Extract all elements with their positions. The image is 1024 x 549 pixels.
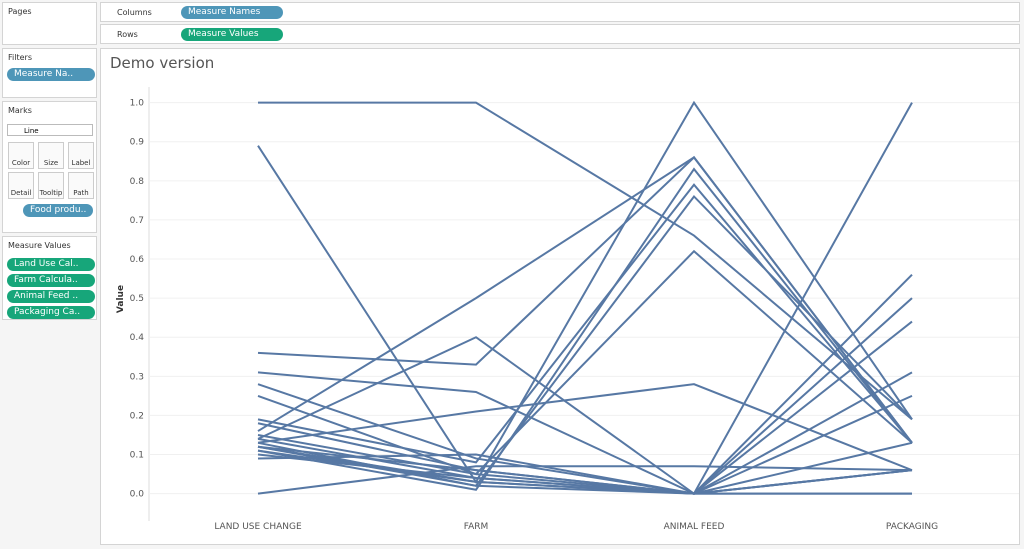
y-tick-label: 0.0 [130,490,145,500]
columns-label: Columns [117,8,152,17]
mark-button[interactable]: Detail [8,172,34,199]
mark-button[interactable]: Label [68,142,94,169]
data-line [258,101,913,421]
mark-button[interactable]: Size [38,142,64,169]
x-tick-label: ANIMAL FEED [664,522,725,532]
columns-shelf: Columns Measure Names [100,2,1020,22]
y-tick-label: 1.0 [130,99,145,109]
x-tick-label: LAND USE CHANGE [214,522,302,532]
filters-card: Filters Measure Na.. [2,48,97,98]
y-tick-label: 0.1 [130,451,144,461]
y-tick-label: 0.4 [130,333,145,343]
data-line [257,249,913,476]
data-line [257,371,913,495]
chart: Demo version Value 0.0 0.1 0.2 0.3 0.4 0.5 0.6… [100,48,1020,545]
measure-values-title: Measure Values [8,241,71,250]
rows-shelf: Rows Measure Values [100,24,1020,44]
measure-pill[interactable]: Farm Calcula.. [7,274,95,287]
marks-title: Marks [8,106,32,115]
x-tick-label: FARM [464,522,489,532]
chart-title: Demo version [110,54,214,72]
pages-card: Pages [2,2,97,45]
data-line [257,167,913,491]
y-tick-label: 0.6 [130,255,145,265]
data-line [257,183,913,464]
measure-pill[interactable]: Animal Feed .. [7,290,95,303]
data-line [257,273,913,495]
columns-pill[interactable]: Measure Names [181,6,283,19]
rows-pill[interactable]: Measure Values [181,28,283,41]
data-line [257,100,913,484]
y-tick-label: 0.7 [130,216,144,226]
measure-pill[interactable]: Packaging Ca.. [7,306,95,319]
y-tick-label: 0.3 [130,372,144,382]
y-axis-label: Value [116,285,126,313]
data-line [257,422,913,495]
data-line [257,383,913,472]
detail-pill[interactable]: Food produ.. [23,204,93,217]
x-tick-label: PACKAGING [886,522,938,532]
data-line [257,453,912,495]
y-tick-label: 0.9 [130,138,145,148]
measure-values-card: Measure Values Land Use Cal.. Farm Calcu… [2,236,97,320]
pages-title: Pages [8,7,32,16]
marks-card: Marks Line Color Size Label Detail Toolt… [2,101,97,233]
y-tick-label: 0.2 [130,411,144,421]
mark-button[interactable]: Path [68,172,94,199]
mark-button[interactable]: Tooltip [38,172,64,199]
mark-type-dropdown[interactable]: Line [7,124,93,136]
measure-pill[interactable]: Land Use Cal.. [7,258,95,271]
filter-pill[interactable]: Measure Na.. [7,68,95,81]
mark-button[interactable]: Color [8,142,34,169]
data-line [257,102,913,495]
y-tick-label: 0.8 [130,177,145,187]
rows-label: Rows [117,30,138,39]
filters-title: Filters [8,53,32,62]
y-tick-label: 0.5 [130,294,144,304]
